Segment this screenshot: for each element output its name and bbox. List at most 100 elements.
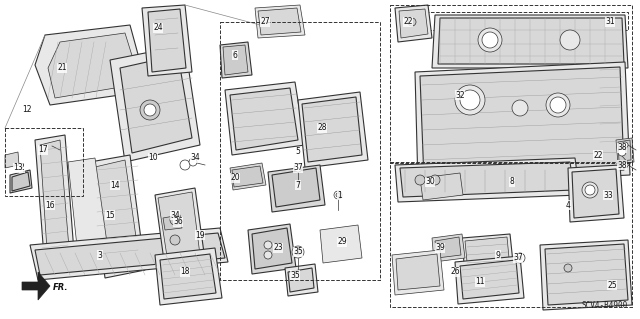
Text: 7: 7 xyxy=(296,181,300,189)
Text: 26: 26 xyxy=(450,268,460,277)
Polygon shape xyxy=(320,225,362,263)
Polygon shape xyxy=(438,18,624,64)
Text: 34: 34 xyxy=(170,211,180,219)
Text: 22: 22 xyxy=(593,151,603,160)
Polygon shape xyxy=(68,158,108,256)
Circle shape xyxy=(336,193,340,197)
Circle shape xyxy=(546,93,570,117)
Text: 2: 2 xyxy=(20,164,24,173)
Circle shape xyxy=(295,249,301,255)
Polygon shape xyxy=(12,172,30,191)
Text: 10: 10 xyxy=(148,153,158,162)
Text: 38: 38 xyxy=(617,144,627,152)
Polygon shape xyxy=(155,248,222,305)
Polygon shape xyxy=(30,228,228,280)
Circle shape xyxy=(482,32,498,48)
Text: 9: 9 xyxy=(495,250,500,259)
Text: 19: 19 xyxy=(195,231,205,240)
Polygon shape xyxy=(435,237,461,258)
Circle shape xyxy=(334,191,342,199)
Polygon shape xyxy=(38,140,54,155)
Circle shape xyxy=(618,148,626,156)
Polygon shape xyxy=(110,45,200,162)
Text: 8: 8 xyxy=(509,177,515,187)
Text: 30: 30 xyxy=(425,177,435,187)
Polygon shape xyxy=(616,138,634,164)
Text: 13: 13 xyxy=(13,164,23,173)
Text: 22: 22 xyxy=(403,18,413,26)
Circle shape xyxy=(622,162,628,168)
Polygon shape xyxy=(462,234,514,276)
Text: 21: 21 xyxy=(57,63,67,72)
Polygon shape xyxy=(160,254,216,299)
Polygon shape xyxy=(48,33,138,98)
Polygon shape xyxy=(540,240,632,310)
Text: 27: 27 xyxy=(260,18,270,26)
Polygon shape xyxy=(465,237,510,272)
Polygon shape xyxy=(396,254,440,290)
Polygon shape xyxy=(22,272,50,300)
Circle shape xyxy=(585,185,595,195)
Polygon shape xyxy=(395,5,432,42)
Polygon shape xyxy=(248,224,296,274)
Circle shape xyxy=(292,246,304,258)
Polygon shape xyxy=(302,97,362,162)
Circle shape xyxy=(564,264,572,272)
Text: 32: 32 xyxy=(455,91,465,100)
Circle shape xyxy=(430,175,440,185)
Text: FR.: FR. xyxy=(53,283,68,292)
Polygon shape xyxy=(223,45,248,75)
Text: 11: 11 xyxy=(476,278,484,286)
Polygon shape xyxy=(255,5,305,38)
Text: 4: 4 xyxy=(566,201,570,210)
Text: 36: 36 xyxy=(173,218,183,226)
Polygon shape xyxy=(432,234,465,262)
Polygon shape xyxy=(420,173,463,200)
Text: 33: 33 xyxy=(603,190,613,199)
Polygon shape xyxy=(288,268,314,292)
Polygon shape xyxy=(232,166,263,187)
Circle shape xyxy=(622,142,628,148)
Text: 37: 37 xyxy=(513,254,523,263)
Text: 6: 6 xyxy=(232,50,237,60)
Polygon shape xyxy=(395,158,580,202)
Polygon shape xyxy=(392,250,444,295)
Text: 24: 24 xyxy=(153,24,163,33)
Polygon shape xyxy=(399,9,428,38)
Text: 38: 38 xyxy=(617,160,627,169)
Text: 35: 35 xyxy=(293,248,303,256)
Circle shape xyxy=(560,30,580,50)
Text: 14: 14 xyxy=(110,181,120,189)
Polygon shape xyxy=(163,215,182,230)
Text: 20: 20 xyxy=(230,174,240,182)
Text: 29: 29 xyxy=(337,238,347,247)
Circle shape xyxy=(294,164,302,172)
Polygon shape xyxy=(230,88,298,150)
Polygon shape xyxy=(285,264,318,296)
Polygon shape xyxy=(158,192,200,263)
Circle shape xyxy=(170,235,180,245)
Polygon shape xyxy=(268,165,325,212)
Polygon shape xyxy=(618,140,631,161)
Polygon shape xyxy=(120,55,192,153)
Circle shape xyxy=(415,175,425,185)
Text: 34: 34 xyxy=(190,153,200,162)
Polygon shape xyxy=(40,142,51,152)
Polygon shape xyxy=(415,62,630,185)
Text: 16: 16 xyxy=(45,201,55,210)
Polygon shape xyxy=(460,260,519,299)
Polygon shape xyxy=(455,256,524,304)
Text: 17: 17 xyxy=(38,145,48,154)
Text: 5: 5 xyxy=(296,147,300,157)
Polygon shape xyxy=(420,67,624,180)
Polygon shape xyxy=(35,135,75,270)
Polygon shape xyxy=(432,15,628,68)
Circle shape xyxy=(550,97,566,113)
Polygon shape xyxy=(10,170,32,193)
Circle shape xyxy=(180,160,190,170)
Circle shape xyxy=(189,158,197,166)
Text: 39: 39 xyxy=(435,243,445,253)
Text: 18: 18 xyxy=(180,268,189,277)
Text: 3: 3 xyxy=(97,250,102,259)
Circle shape xyxy=(512,100,528,116)
